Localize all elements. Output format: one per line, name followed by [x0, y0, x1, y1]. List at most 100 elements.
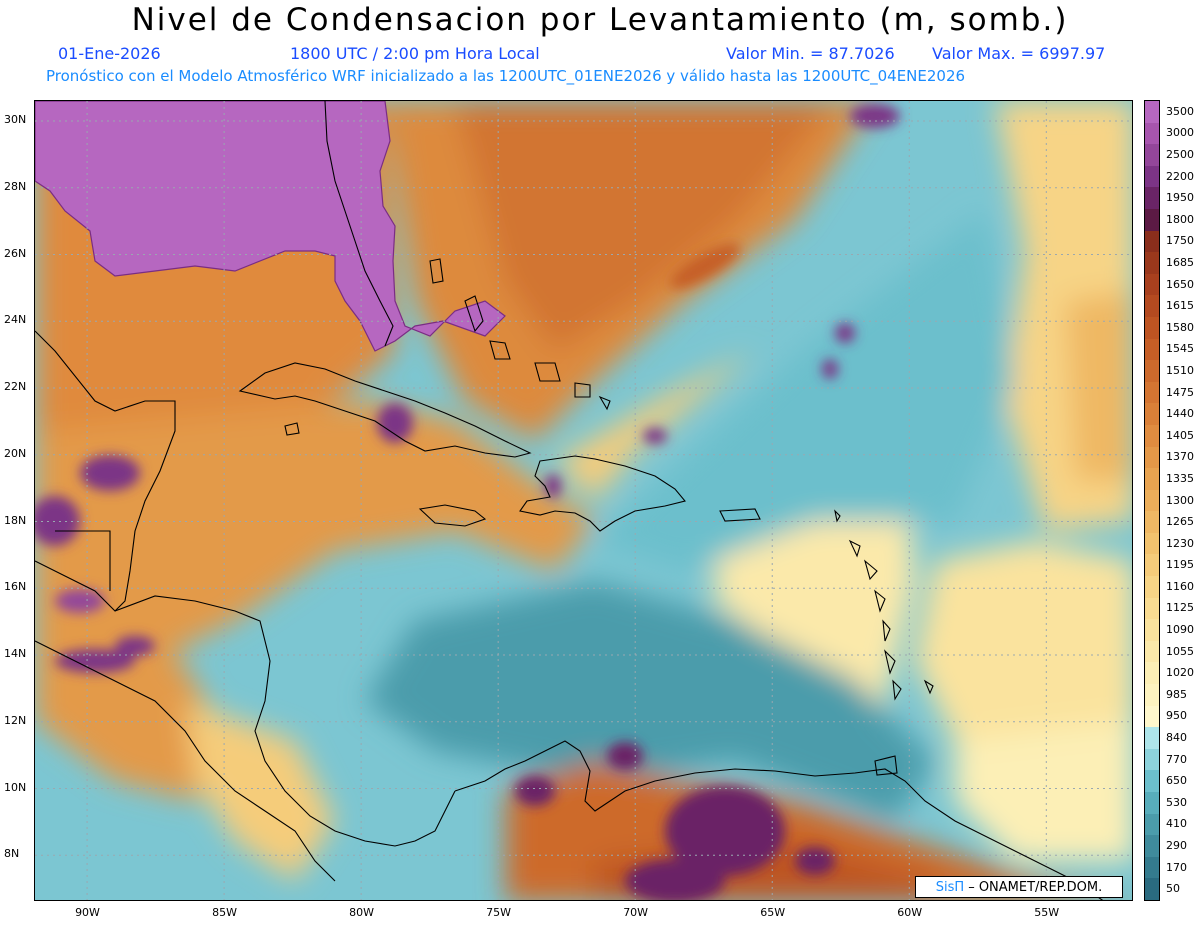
- colorbar-label: 1265: [1166, 515, 1194, 529]
- credit-org: – ONAMET/REP.DOM.: [968, 879, 1103, 895]
- colorbar-label: 1300: [1166, 493, 1194, 507]
- lat-tick-label: 20N: [4, 446, 27, 460]
- colorbar-label: 50: [1166, 882, 1180, 896]
- lon-tick-label: 90W: [75, 906, 100, 919]
- colorbar-label: 650: [1166, 774, 1187, 788]
- colorbar-segment: [1145, 208, 1159, 232]
- colorbar-label: 1615: [1166, 299, 1194, 313]
- colorbar-label: 1650: [1166, 277, 1194, 291]
- time-label: 1800 UTC / 2:00 pm Hora Local: [290, 44, 540, 63]
- colorbar-segment: [1145, 101, 1159, 124]
- colorbar-segment: [1145, 424, 1159, 447]
- lat-tick-label: 18N: [4, 513, 27, 527]
- colorbar: [1144, 100, 1160, 901]
- lat-tick-label: 26N: [4, 246, 27, 260]
- colorbar-label: 1090: [1166, 623, 1194, 637]
- colorbar-label: 1125: [1166, 601, 1194, 615]
- credit-box: SisΠ – ONAMET/REP.DOM.: [915, 876, 1123, 898]
- colorbar-label: 410: [1166, 817, 1187, 831]
- high-values-layer: [35, 104, 900, 900]
- colorbar-label: 3000: [1166, 126, 1194, 140]
- colorbar-label: 290: [1166, 839, 1187, 852]
- lat-tick-label: 10N: [4, 780, 27, 794]
- lat-tick-label: 30N: [4, 113, 27, 127]
- lat-tick-label: 28N: [4, 179, 27, 193]
- colorbar-segment: [1145, 576, 1159, 599]
- colorbar-label: 1475: [1166, 385, 1194, 399]
- colorbar-label: 950: [1166, 709, 1187, 723]
- colorbar-segment: [1145, 446, 1159, 469]
- colorbar-label: 1020: [1166, 666, 1194, 680]
- colorbar-label: 1370: [1166, 450, 1194, 464]
- colorbar-segment: [1145, 230, 1159, 253]
- colorbar-label: 1510: [1166, 363, 1194, 377]
- colorbar-segment: [1145, 468, 1159, 491]
- date-label: 01-Ene-2026: [58, 44, 161, 63]
- colorbar-segment: [1145, 295, 1159, 318]
- colorbar-segment: [1145, 640, 1159, 663]
- colorbar-label: 1750: [1166, 234, 1194, 248]
- colorbar-label: 1685: [1166, 255, 1194, 269]
- colorbar-segment: [1145, 554, 1159, 577]
- colorbar-segment: [1145, 511, 1159, 534]
- lat-tick-label: 12N: [4, 713, 27, 727]
- lat-tick-label: 22N: [4, 380, 27, 394]
- colorbar-segment: [1145, 360, 1159, 383]
- colorbar-segment: [1145, 597, 1159, 620]
- lon-tick-label: 70W: [623, 906, 649, 919]
- colorbar-label: 1580: [1166, 320, 1194, 334]
- colorbar-segment: [1145, 316, 1159, 340]
- colorbar-label: 530: [1166, 795, 1187, 809]
- colorbar-segment: [1145, 856, 1159, 879]
- colorbar-segment: [1145, 122, 1159, 145]
- lon-tick-label: 85W: [212, 906, 237, 919]
- colorbar-segment: [1145, 338, 1159, 361]
- colorbar-label: 1335: [1166, 471, 1194, 485]
- colorbar-label: 2200: [1166, 169, 1194, 183]
- colorbar-segment: [1145, 273, 1159, 296]
- colorbar-segment: [1145, 187, 1159, 210]
- colorbar-segment: [1145, 770, 1159, 793]
- lon-tick-label: 60W: [897, 906, 923, 919]
- colorbar-segment: [1145, 489, 1159, 512]
- colorbar-segment: [1145, 619, 1159, 642]
- map-title: Nivel de Condensacion por Levantamiento …: [131, 2, 1069, 38]
- grid-lines: [35, 101, 1132, 900]
- map-svg: [35, 101, 1132, 900]
- colorbar-segment: [1145, 381, 1159, 404]
- colorbar-segment: [1145, 748, 1159, 771]
- colorbar-label: 985: [1166, 687, 1187, 701]
- colorbar-label: 170: [1166, 860, 1187, 874]
- colorbar-label: 2500: [1166, 147, 1194, 161]
- lon-tick-label: 55W: [1034, 906, 1060, 919]
- coastlines: [35, 101, 1104, 900]
- lat-tick-label: 24N: [4, 313, 27, 327]
- colorbar-label: 1055: [1166, 644, 1194, 658]
- max-value-label: Valor Max. = 6997.97: [932, 44, 1106, 63]
- colorbar-label: 1230: [1166, 536, 1194, 550]
- colorbar-segment: [1145, 662, 1159, 685]
- colorbar-label: 3500: [1166, 104, 1194, 118]
- sispi-logo: SisΠ: [935, 879, 965, 895]
- lat-tick-label: 16N: [4, 580, 27, 594]
- colorbar-segment: [1145, 878, 1159, 901]
- lat-tick-label: 14N: [4, 647, 27, 661]
- colorbar-label: 1950: [1166, 191, 1194, 205]
- colorbar-segment: [1145, 684, 1159, 707]
- colorbar-segment: [1145, 727, 1159, 750]
- colorbar-segment: [1145, 165, 1159, 188]
- colorbar-label: 1405: [1166, 428, 1194, 442]
- lat-tick-label: 8N: [4, 847, 20, 861]
- map-panel: [34, 100, 1133, 901]
- colorbar-segment: [1145, 792, 1159, 815]
- colorbar-segment: [1145, 144, 1159, 167]
- colorbar-label: 1160: [1166, 579, 1194, 593]
- lon-tick-label: 80W: [349, 906, 374, 919]
- colorbar-label: 1195: [1166, 558, 1194, 572]
- field-layer: [35, 101, 1132, 900]
- lon-tick-label: 65W: [760, 906, 786, 919]
- colorbar-segment: [1145, 813, 1159, 836]
- forecast-info: Pronóstico con el Modelo Atmosférico WRF…: [46, 67, 966, 85]
- colorbar-segment: [1145, 532, 1159, 555]
- colorbar-label: 840: [1166, 731, 1187, 745]
